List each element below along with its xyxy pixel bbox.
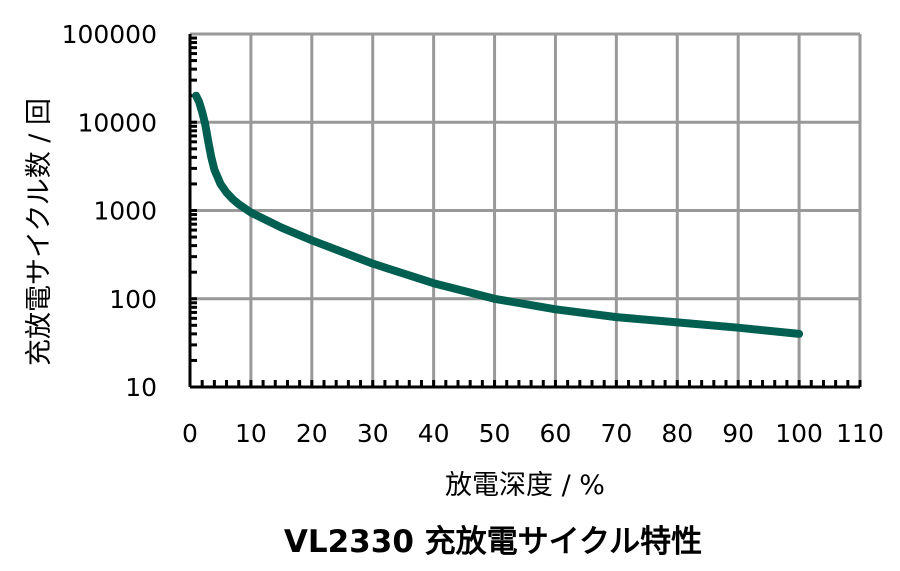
y-tick-label: 100000 — [62, 20, 157, 49]
y-tick-label: 100 — [109, 285, 157, 314]
series-line — [192, 91, 804, 338]
x-tick-label: 100 — [775, 419, 823, 448]
tick-labels: 0 10 20 30 40 50 60 70 80 90 100 110 10 100 1000 10000 1… — [62, 20, 884, 448]
x-axis-label: 放電深度 / % — [445, 470, 605, 501]
x-tick-label: 20 — [296, 419, 328, 448]
x-tick-label: 110 — [836, 419, 884, 448]
y-tick-label: 1000 — [93, 197, 157, 226]
x-tick-label: 0 — [182, 419, 198, 448]
gridlines — [188, 32, 862, 389]
x-tick-label: 90 — [722, 419, 754, 448]
x-tick-label: 70 — [600, 419, 632, 448]
x-tick-label: 50 — [479, 419, 511, 448]
axis-ticks — [188, 34, 862, 389]
x-tick-label: 40 — [418, 419, 450, 448]
series-layer — [192, 91, 804, 338]
y-axis-label: 充放電サイクル数 / 回 — [24, 98, 55, 366]
x-tick-label: 60 — [540, 419, 572, 448]
chart-title: VL2330 充放電サイクル特性 — [284, 524, 702, 560]
y-tick-label: 10000 — [77, 108, 157, 137]
x-tick-label: 10 — [235, 419, 267, 448]
y-tick-label: 10 — [125, 373, 157, 402]
x-tick-label: 30 — [357, 419, 389, 448]
x-tick-label: 80 — [661, 419, 693, 448]
